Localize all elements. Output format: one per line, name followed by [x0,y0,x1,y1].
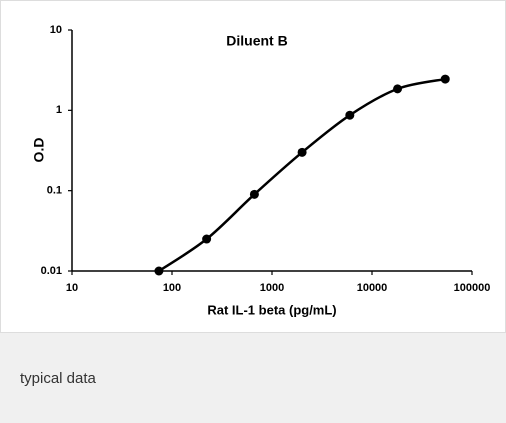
x-tick-label: 1000 [260,282,284,294]
y-tick-label: 1 [56,104,62,116]
caption: typical data [20,370,96,387]
x-axis-label: Rat IL-1 beta (pg/mL) [207,302,336,317]
x-tick-label: 10 [66,282,78,294]
data-point [393,84,403,94]
data-point [440,74,450,84]
y-tick-label: 0.1 [47,185,62,197]
data-point [297,147,307,157]
chart: Diluent B O.D Rat IL-1 beta (pg/mL) 0.01… [0,0,506,333]
data-point [202,234,212,244]
x-tick-label: 10000 [357,282,388,294]
caption-box: typical data [0,333,506,423]
data-point [249,189,259,199]
y-tick-label: 0.01 [41,265,62,277]
y-axis-label: O.D [31,138,47,163]
data-point [345,110,355,120]
x-tick-label: 100000 [454,282,491,294]
chart-title: Diluent B [226,33,287,49]
data-point [154,266,164,276]
x-tick-label: 100 [163,282,181,294]
chart-frame [0,0,506,333]
y-tick-label: 10 [50,24,62,36]
